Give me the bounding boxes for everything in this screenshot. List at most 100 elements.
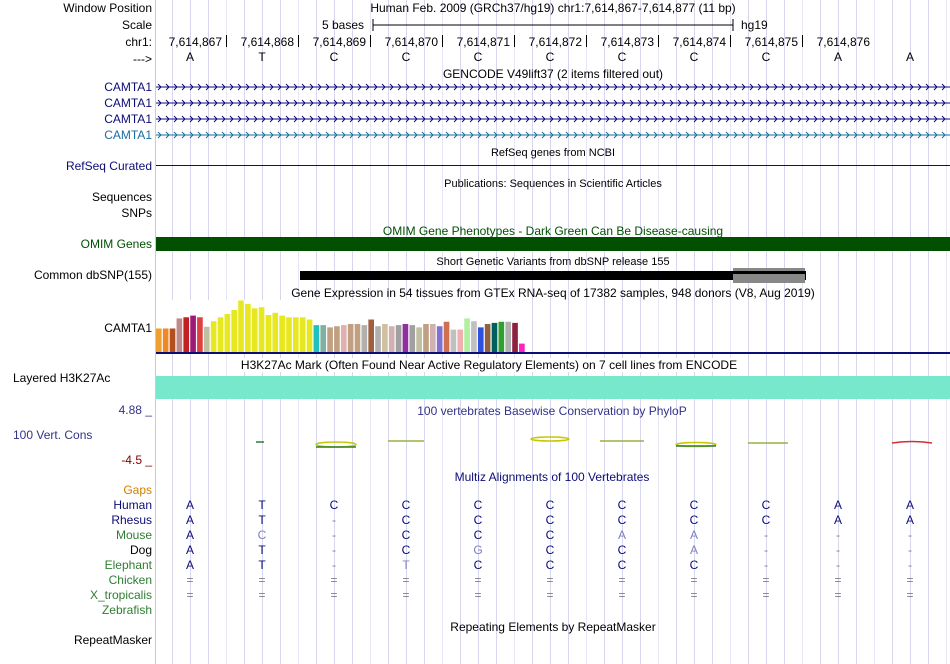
- strand-arrow: [885, 83, 890, 91]
- gtex-bar: [293, 317, 299, 352]
- gtex-bar: [251, 308, 258, 352]
- strand-arrow: [661, 131, 666, 139]
- strand-arrow: [637, 83, 642, 91]
- phylop-signal[interactable]: [156, 425, 950, 465]
- strand-arrow: [357, 99, 362, 107]
- species-label-chicken[interactable]: Chicken: [108, 573, 152, 587]
- position-label: 7,614,867: [168, 35, 222, 49]
- strand-arrow: [581, 131, 586, 139]
- phylop-track-label[interactable]: 100 Vert. Cons: [13, 428, 93, 442]
- h3k27ac-signal[interactable]: [156, 376, 950, 399]
- strand-arrow: [333, 131, 338, 139]
- strand-arrow: [901, 131, 906, 139]
- base-letter: A: [833, 50, 842, 64]
- alignment-base: -: [332, 543, 336, 557]
- species-label-human[interactable]: Human: [113, 498, 152, 512]
- species-label-mouse[interactable]: Mouse: [115, 528, 152, 542]
- species-label-dog[interactable]: Dog: [129, 543, 152, 557]
- gencode-transcript-3[interactable]: [156, 114, 950, 124]
- gtex-bar: [258, 307, 265, 352]
- gtex-bar: [388, 326, 395, 352]
- strand-arrow: [853, 115, 858, 123]
- gtex-bar: [457, 329, 464, 352]
- strand-arrow: [397, 83, 402, 91]
- strand-arrow: [253, 131, 258, 139]
- strand-arrow: [157, 115, 162, 123]
- repeatmasker-track-label[interactable]: RepeatMasker: [73, 633, 152, 647]
- gencode-item-label-2[interactable]: CAMTA1: [104, 96, 152, 110]
- position-label: 7,614,873: [600, 35, 654, 49]
- species-label-zebrafish[interactable]: Zebrafish: [101, 603, 152, 617]
- dbsnp-variant-bar[interactable]: [300, 271, 806, 280]
- strand-arrow: [413, 83, 418, 91]
- alignment-base: C: [617, 498, 627, 512]
- strand-arrow: [613, 115, 618, 123]
- strand-arrow: [325, 83, 330, 91]
- gtex-barchart[interactable]: [156, 290, 950, 354]
- gridline: [712, 0, 713, 664]
- gtex-track-label[interactable]: CAMTA1: [104, 321, 152, 335]
- alignment-base: -: [332, 513, 336, 527]
- alignment-base: C: [401, 543, 411, 557]
- position-label: 7,614,874: [672, 35, 726, 49]
- gtex-bar: [484, 324, 491, 352]
- dbsnp-track-label[interactable]: Common dbSNP(155): [33, 268, 152, 282]
- strand-arrow: [277, 115, 282, 123]
- gencode-transcript-4[interactable]: [156, 130, 950, 140]
- strand-arrow: [237, 83, 242, 91]
- gencode-transcript-1[interactable]: [156, 82, 950, 92]
- strand-arrow: [757, 99, 762, 107]
- strand-arrow: [285, 131, 290, 139]
- base-letter: C: [761, 50, 771, 64]
- window-position-label: Window Position: [63, 1, 152, 15]
- alignment-base: A: [185, 513, 194, 527]
- gencode-transcript-2[interactable]: [156, 98, 950, 108]
- gridline: [604, 0, 605, 664]
- strand-arrow: [773, 115, 778, 123]
- gtex-bar: [217, 317, 224, 352]
- species-label-rhesus[interactable]: Rhesus: [111, 513, 152, 527]
- strand-arrow: [421, 83, 426, 91]
- alignment-base: =: [834, 573, 842, 587]
- chr-label: chr1:: [125, 35, 152, 49]
- strand-arrow: [261, 83, 266, 91]
- label-divider: [155, 0, 156, 664]
- gtex-baseline: [156, 352, 950, 354]
- base-letter: T: [258, 50, 266, 64]
- strand-arrow: [909, 131, 914, 139]
- strand-arrow: [853, 131, 858, 139]
- strand-arrow: [581, 115, 586, 123]
- refseq-track-label[interactable]: RefSeq Curated: [65, 159, 152, 173]
- strand-arrow: [557, 115, 562, 123]
- strand-arrow: [805, 115, 810, 123]
- strand-arrow: [917, 83, 922, 91]
- gencode-item-label-1[interactable]: CAMTA1: [104, 80, 152, 94]
- publications-sequences-label[interactable]: Sequences: [91, 190, 152, 204]
- strand-arrow: [301, 99, 306, 107]
- strand-arrow: [893, 115, 898, 123]
- omim-track-label[interactable]: OMIM Genes: [80, 237, 152, 251]
- alignment-base: C: [761, 498, 771, 512]
- species-label-elephant[interactable]: Elephant: [104, 558, 152, 572]
- strand-arrow: [845, 115, 850, 123]
- strand-arrow: [789, 83, 794, 91]
- gencode-item-label-3[interactable]: CAMTA1: [104, 112, 152, 126]
- species-label-x-tropicalis[interactable]: X_tropicalis: [89, 588, 152, 602]
- strand-arrow: [453, 99, 458, 107]
- strand-arrow: [733, 131, 738, 139]
- publications-snps-label[interactable]: SNPs: [121, 206, 152, 220]
- strand-arrow: [461, 115, 466, 123]
- strand-arrow: [589, 131, 594, 139]
- strand-arrow: [157, 99, 162, 107]
- omim-feature-bar[interactable]: [156, 237, 950, 251]
- strand-arrow: [341, 83, 346, 91]
- h3k27ac-track-label[interactable]: Layered H3K27Ac: [13, 371, 111, 385]
- strand-arrow: [605, 131, 610, 139]
- strand-arrow: [781, 115, 786, 123]
- gencode-item-label-4[interactable]: CAMTA1: [104, 128, 152, 142]
- strand-arrow: [597, 131, 602, 139]
- strand-arrow: [693, 99, 698, 107]
- track-image[interactable]: Human Feb. 2009 (GRCh37/hg19) chr1:7,614…: [156, 0, 950, 664]
- strand-arrow: [477, 99, 482, 107]
- alignment-base: C: [473, 498, 483, 512]
